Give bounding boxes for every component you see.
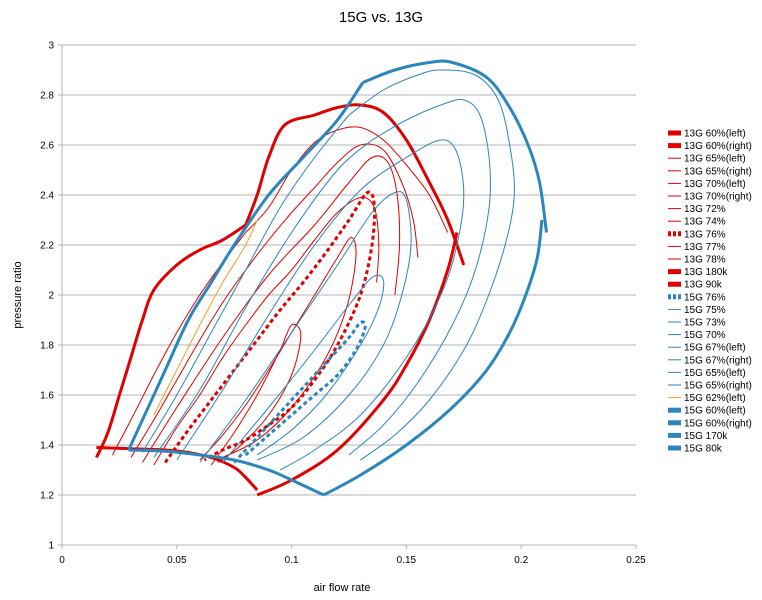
legend-label: 15G 67%(left): [684, 343, 746, 354]
x-axis-label: air flow rate: [314, 582, 371, 594]
legend-label: 13G 60%(left): [684, 129, 746, 140]
y-axis-label: pressure ratio: [12, 261, 24, 328]
legend-label: 15G 65%(left): [684, 368, 746, 379]
series-line-0: [95, 223, 247, 459]
y-tick-label: 1.4: [40, 441, 54, 452]
x-tick-label: 0.1: [285, 555, 299, 566]
legend-label: 15G 80k: [684, 444, 723, 455]
legend-label: 15G 70%: [684, 330, 726, 341]
legend-label: 15G 75%: [684, 305, 726, 316]
legend-label: 13G 76%: [684, 229, 726, 240]
series-line-12: [96, 446, 259, 492]
legend-label: 15G 73%: [684, 318, 726, 329]
legend-label: 15G 62%(left): [684, 393, 746, 404]
legend-label: 15G 76%: [684, 292, 726, 303]
series-line-16: [176, 139, 465, 471]
legend-label: 13G 78%: [684, 255, 726, 266]
legend-label: 13G 74%: [684, 217, 726, 228]
legend-label: 15G 170k: [684, 431, 728, 442]
series-line-9: [199, 237, 357, 461]
y-tick-label: 2: [48, 291, 54, 302]
series-line-8: [164, 190, 377, 464]
series-line-3: [245, 126, 449, 233]
y-tick-label: 3: [48, 41, 54, 52]
y-tick-label: 1.6: [40, 391, 54, 402]
legend-label: 15G 67%(right): [684, 355, 752, 366]
y-tick-label: 2.4: [40, 191, 54, 202]
y-tick-label: 1.8: [40, 341, 54, 352]
legend-label: 13G 65%(right): [684, 166, 752, 177]
legend-label: 15G 60%(right): [684, 418, 752, 429]
y-tick-label: 2.2: [40, 241, 54, 252]
legend-label: 13G 180k: [684, 267, 728, 278]
legend-label: 13G 90k: [684, 280, 723, 291]
legend-label: 13G 72%: [684, 204, 726, 215]
y-axis-ticks: 1 1.2 1.4 1.6 1.8 2 2.2 2.4 2.6 2.8 3: [40, 41, 62, 552]
x-tick-label: 0.15: [397, 555, 417, 566]
series-line-18: [348, 99, 492, 456]
grid-lines: [62, 44, 636, 496]
legend-label: 15G 65%(right): [684, 381, 752, 392]
y-tick-label: 1: [48, 541, 54, 552]
series-line-25: [128, 448, 325, 497]
legend-label: 13G 70%(left): [684, 179, 746, 190]
series-line-21: [153, 219, 258, 416]
legend-label: 13G 60%(right): [684, 141, 752, 152]
series-line-10: [210, 323, 302, 466]
chart-title: 15G vs. 13G: [339, 9, 423, 26]
legend-label: 13G 70%(right): [684, 192, 752, 203]
x-tick-label: 0.05: [167, 555, 187, 566]
series-line-24: [322, 219, 544, 497]
y-tick-label: 2.6: [40, 141, 54, 152]
series-line-22: [127, 81, 365, 451]
y-tick-label: 2.8: [40, 91, 54, 102]
series-line-13: [233, 320, 367, 464]
series-line-15: [199, 191, 412, 463]
legend-label: 15G 60%(left): [684, 406, 746, 417]
series-line-17: [153, 139, 373, 458]
legend-label: 13G 65%(left): [684, 154, 746, 165]
series-line-7: [153, 196, 380, 466]
y-tick-label: 1.2: [40, 491, 54, 502]
series-line-11: [256, 232, 459, 497]
series-line-20: [348, 69, 515, 461]
legend: 13G 60%(left)13G 60%(right) 13G 65%(left)…: [668, 129, 752, 455]
series-line-6: [141, 155, 401, 463]
x-tick-label: 0.25: [626, 555, 646, 566]
series-line-23: [362, 59, 548, 233]
series-line-4: [130, 212, 292, 458]
x-tick-label: 0: [59, 555, 65, 566]
legend-label: 13G 77%: [684, 242, 726, 253]
series-line-5: [291, 143, 419, 258]
series-line-14: [222, 274, 385, 463]
x-axis-ticks: 0 0.05 0.1 0.15 0.2 0.25: [59, 545, 646, 566]
x-tick-label: 0.2: [514, 555, 528, 566]
series-layer: [95, 59, 548, 497]
series-line-19: [141, 114, 350, 453]
